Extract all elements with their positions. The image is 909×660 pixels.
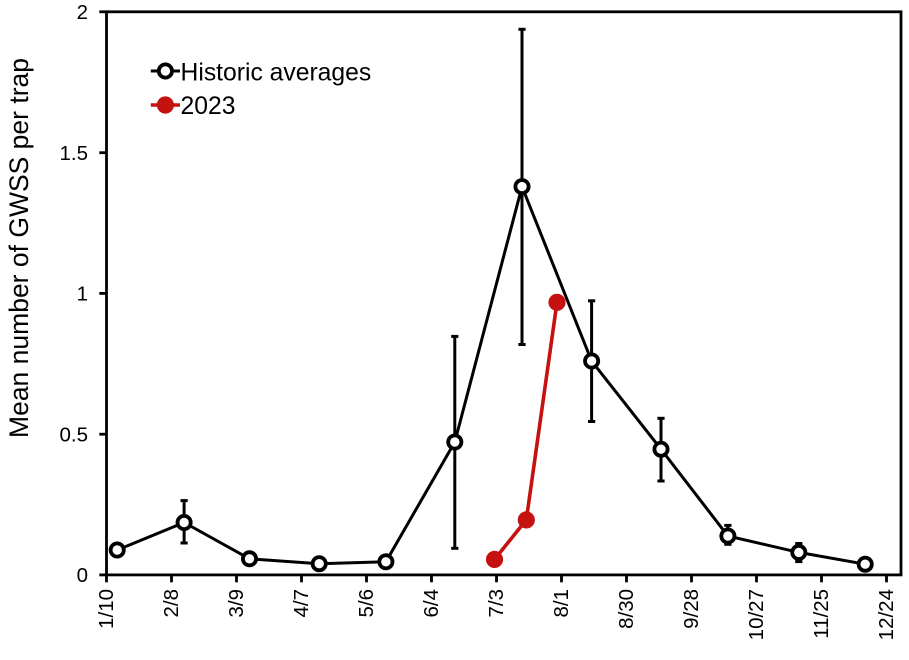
svg-text:8/30: 8/30	[615, 589, 638, 629]
svg-text:0: 0	[77, 564, 88, 587]
svg-text:10/27: 10/27	[745, 589, 768, 640]
svg-text:5/6: 5/6	[355, 589, 378, 618]
svg-text:11/25: 11/25	[810, 589, 833, 639]
svg-text:2/8: 2/8	[160, 589, 183, 618]
svg-text:3/9: 3/9	[225, 589, 248, 618]
svg-text:1.5: 1.5	[60, 142, 89, 165]
svg-text:1: 1	[77, 283, 88, 306]
svg-text:1/10: 1/10	[95, 589, 118, 629]
svg-text:8/1: 8/1	[550, 589, 573, 618]
svg-text:0.5: 0.5	[60, 423, 89, 446]
svg-text:Mean number of GWSS per trap: Mean number of GWSS per trap	[4, 58, 34, 438]
svg-text:4/7: 4/7	[290, 589, 313, 618]
svg-text:2: 2	[77, 1, 88, 24]
svg-text:6/4: 6/4	[420, 589, 443, 618]
svg-text:12/24: 12/24	[875, 589, 898, 640]
svg-text:2023: 2023	[181, 93, 236, 120]
svg-text:Historic averages: Historic averages	[181, 59, 372, 86]
svg-text:9/28: 9/28	[680, 589, 703, 629]
svg-text:7/3: 7/3	[485, 589, 508, 618]
